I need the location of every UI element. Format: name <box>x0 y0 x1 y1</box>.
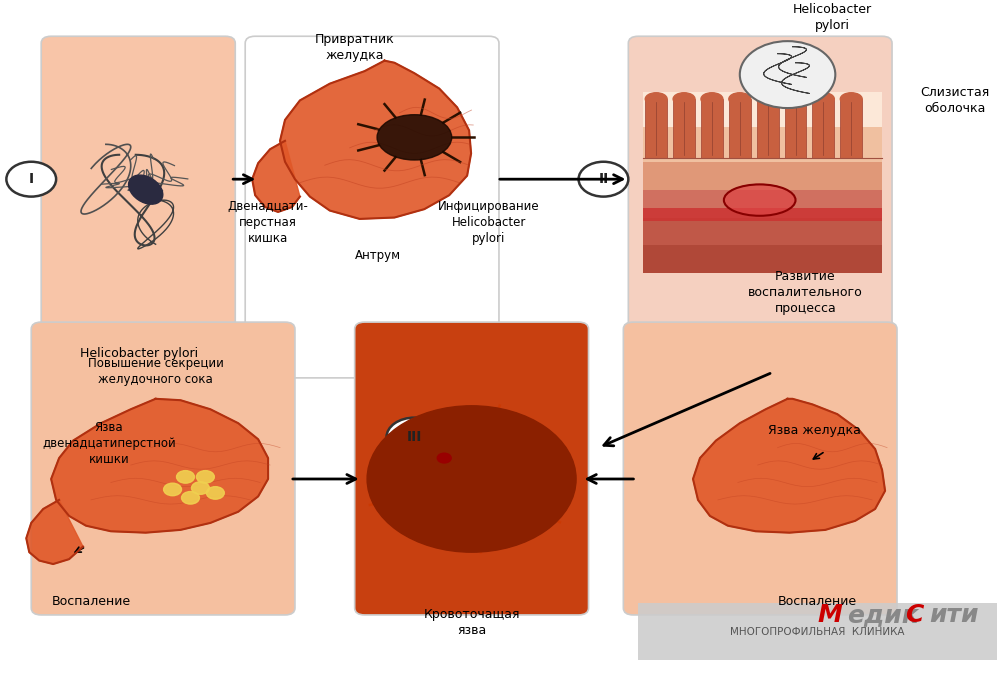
Ellipse shape <box>673 92 695 105</box>
Circle shape <box>6 162 56 197</box>
Text: II: II <box>598 172 609 186</box>
Text: Двенадцати-
перстная
кишка: Двенадцати- перстная кишка <box>228 200 309 245</box>
Circle shape <box>164 483 182 496</box>
FancyBboxPatch shape <box>355 322 589 615</box>
Circle shape <box>438 455 505 503</box>
Text: Слизистая
оболочка: Слизистая оболочка <box>920 87 989 116</box>
Circle shape <box>740 41 835 108</box>
Bar <box>785 99 806 158</box>
FancyBboxPatch shape <box>623 322 897 615</box>
Bar <box>729 99 751 158</box>
Bar <box>812 99 834 158</box>
Text: Привратник
желудка: Привратник желудка <box>315 33 395 62</box>
Bar <box>643 209 882 221</box>
Ellipse shape <box>729 92 751 105</box>
Circle shape <box>380 415 563 543</box>
FancyBboxPatch shape <box>41 36 235 343</box>
Polygon shape <box>693 399 885 533</box>
Bar <box>840 99 862 158</box>
Circle shape <box>177 470 194 483</box>
Ellipse shape <box>701 92 723 105</box>
Circle shape <box>457 468 487 489</box>
FancyBboxPatch shape <box>31 322 295 615</box>
Circle shape <box>191 482 209 494</box>
FancyBboxPatch shape <box>245 36 499 378</box>
Circle shape <box>387 418 442 456</box>
Polygon shape <box>280 61 471 219</box>
Text: Язва
двенадцатиперстной
кишки: Язва двенадцатиперстной кишки <box>42 421 176 466</box>
Circle shape <box>437 453 451 463</box>
Ellipse shape <box>757 92 779 105</box>
Bar <box>643 162 882 197</box>
Ellipse shape <box>785 92 806 105</box>
Bar <box>643 92 882 127</box>
Bar <box>643 190 882 218</box>
Text: Язва желудка: Язва желудка <box>768 424 861 437</box>
Circle shape <box>464 473 480 484</box>
Circle shape <box>206 486 224 499</box>
Circle shape <box>367 406 576 552</box>
Polygon shape <box>26 500 83 564</box>
Text: Воспаление: Воспаление <box>778 596 857 608</box>
Circle shape <box>392 424 551 535</box>
Text: Helicobacter pylori: Helicobacter pylori <box>80 346 198 360</box>
Circle shape <box>448 462 495 496</box>
Text: С: С <box>905 603 923 627</box>
Bar <box>643 127 882 162</box>
Circle shape <box>404 432 539 526</box>
Text: Воспаление: Воспаление <box>51 596 131 608</box>
Ellipse shape <box>724 184 796 216</box>
Text: М: М <box>817 603 842 627</box>
Circle shape <box>182 491 199 504</box>
Bar <box>643 246 882 273</box>
Ellipse shape <box>645 92 667 105</box>
Circle shape <box>579 162 628 197</box>
Text: Повышение секреции
желудочного сока: Повышение секреции желудочного сока <box>88 357 224 386</box>
Bar <box>757 99 779 158</box>
Ellipse shape <box>812 92 834 105</box>
Bar <box>701 99 723 158</box>
Text: Инфицирование
Helicobacter
pylori: Инфицирование Helicobacter pylori <box>438 200 540 245</box>
Bar <box>643 218 882 246</box>
Ellipse shape <box>840 92 862 105</box>
Bar <box>638 603 997 660</box>
Text: Helicobacter
pylori: Helicobacter pylori <box>793 3 872 31</box>
Text: едик: едик <box>847 603 919 627</box>
Circle shape <box>416 440 527 518</box>
Bar <box>645 99 667 158</box>
Text: Кровоточащая
язва: Кровоточащая язва <box>424 608 520 637</box>
Polygon shape <box>51 399 268 533</box>
Polygon shape <box>252 141 300 212</box>
Text: Развитие
воспалительного
процесса: Развитие воспалительного процесса <box>748 270 863 315</box>
Text: ити: ити <box>929 603 978 627</box>
FancyBboxPatch shape <box>628 36 892 378</box>
Circle shape <box>427 447 516 510</box>
Text: III: III <box>407 430 422 444</box>
Text: МНОГОПРОФИЛЬНАЯ  КЛИНИКА: МНОГОПРОФИЛЬНАЯ КЛИНИКА <box>730 627 905 638</box>
Text: Антрум: Антрум <box>354 249 401 262</box>
Bar <box>673 99 695 158</box>
Ellipse shape <box>129 175 163 204</box>
Circle shape <box>196 470 214 483</box>
Text: I: I <box>29 172 34 186</box>
Ellipse shape <box>377 115 452 160</box>
